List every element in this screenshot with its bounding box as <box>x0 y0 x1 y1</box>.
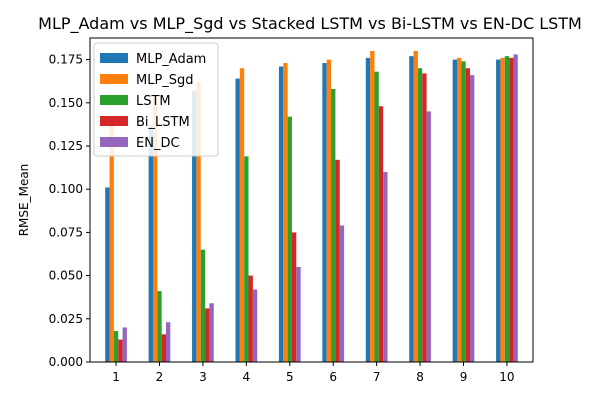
x-tick-label: 10 <box>499 370 514 384</box>
bar-en-dc-7 <box>383 171 388 362</box>
bar-bi-lstm-7 <box>378 106 384 362</box>
bar-lstm-6 <box>331 88 336 362</box>
legend-label: Bi_LSTM <box>136 115 190 130</box>
bar-bi-lstm-5 <box>291 232 297 362</box>
bar-mlp-sgd-6 <box>326 59 332 362</box>
bar-lstm-9 <box>461 61 466 362</box>
bar-en-dc-8 <box>426 111 431 362</box>
bars-group <box>105 50 518 363</box>
x-tick-label: 2 <box>156 370 164 384</box>
legend-label: EN_DC <box>136 136 180 151</box>
bar-mlp-sgd-2 <box>152 97 158 362</box>
bar-lstm-4 <box>244 156 249 362</box>
bar-mlp-adam-3 <box>192 90 197 362</box>
x-tick-label: 1 <box>112 370 120 384</box>
bar-en-dc-4 <box>252 289 258 362</box>
x-tick-label: 9 <box>460 370 468 384</box>
bar-mlp-sgd-9 <box>456 57 462 362</box>
bar-lstm-3 <box>200 249 206 362</box>
x-tick-label: 7 <box>373 370 381 384</box>
bar-mlp-sgd-10 <box>500 57 505 362</box>
legend-label: MLP_Adam <box>136 52 206 67</box>
bar-mlp-adam-9 <box>452 59 457 362</box>
bar-lstm-10 <box>504 56 510 362</box>
x-axis: 1 2 3 4 5 6 7 8 9 10 <box>112 362 515 384</box>
x-tick-label: 5 <box>286 370 294 384</box>
x-tick-label: 6 <box>329 370 337 384</box>
bar-mlp-adam-8 <box>409 56 414 362</box>
plot-area-frame <box>89 37 534 363</box>
legend-label: MLP_Sgd <box>136 73 194 88</box>
bar-mlp-sgd-8 <box>413 50 418 363</box>
bar-mlp-adam-4 <box>235 78 240 362</box>
y-tick-label: 0.075 <box>49 225 83 239</box>
legend-swatch <box>100 116 128 126</box>
y-tick-label: 0.050 <box>49 269 83 283</box>
bar-en-dc-2 <box>166 322 171 362</box>
bar-bi-lstm-6 <box>335 159 340 362</box>
bar-en-dc-10 <box>513 54 518 362</box>
legend-swatch <box>100 53 128 63</box>
y-tick-label: 0.175 <box>49 53 83 67</box>
y-tick-label: 0.150 <box>49 96 83 110</box>
bar-lstm-5 <box>287 116 292 363</box>
legend: MLP_Adam MLP_Sgd LSTM Bi_LSTM EN_DC <box>93 42 219 157</box>
bar-bi-lstm-9 <box>465 68 471 363</box>
bar-bi-lstm-3 <box>205 308 210 362</box>
bar-mlp-adam-6 <box>322 63 327 362</box>
y-tick-label: 0.125 <box>49 139 83 153</box>
bar-mlp-adam-5 <box>278 66 284 363</box>
bar-bi-lstm-8 <box>422 73 427 362</box>
bar-mlp-sgd-1 <box>109 118 114 363</box>
y-axis: 0.000 0.025 0.050 0.075 0.100 0.125 0.150 0.175 <box>49 53 90 369</box>
bar-en-dc-6 <box>339 225 345 362</box>
bar-mlp-adam-10 <box>496 59 501 362</box>
legend-swatch <box>100 95 128 105</box>
bar-bi-lstm-4 <box>248 275 253 362</box>
bar-en-dc-3 <box>209 303 214 362</box>
bar-lstm-2 <box>157 291 162 362</box>
bar-mlp-adam-1 <box>105 187 110 362</box>
bar-lstm-1 <box>113 330 119 362</box>
bar-lstm-8 <box>417 68 423 363</box>
bar-mlp-sgd-7 <box>370 50 375 363</box>
y-axis-label: RMSE_Mean <box>17 164 31 237</box>
bar-en-dc-5 <box>296 266 301 362</box>
x-tick-label: 3 <box>199 370 207 384</box>
y-tick-label: 0.000 <box>49 355 83 369</box>
bar-mlp-sgd-4 <box>239 68 245 363</box>
legend-swatch <box>100 137 128 147</box>
legend-label: LSTM <box>136 94 171 109</box>
x-tick-label: 4 <box>243 370 251 384</box>
bar-bi-lstm-10 <box>509 57 514 362</box>
bar-mlp-sgd-3 <box>196 82 201 363</box>
bar-lstm-7 <box>374 71 379 363</box>
bar-mlp-adam-2 <box>148 125 153 362</box>
bar-bi-lstm-1 <box>118 339 123 362</box>
bar-en-dc-9 <box>470 75 475 362</box>
y-tick-label: 0.025 <box>49 312 83 326</box>
legend-swatch <box>100 74 128 84</box>
y-tick-label: 0.100 <box>49 182 83 196</box>
bar-mlp-sgd-5 <box>283 63 288 362</box>
chart-title: MLP_Adam vs MLP_Sgd vs Stacked LSTM vs B… <box>38 14 582 34</box>
x-tick-label: 8 <box>416 370 424 384</box>
bar-en-dc-1 <box>122 327 127 362</box>
legend-box <box>93 42 219 157</box>
bar-bi-lstm-2 <box>161 334 167 362</box>
bar-mlp-adam-7 <box>365 57 371 362</box>
